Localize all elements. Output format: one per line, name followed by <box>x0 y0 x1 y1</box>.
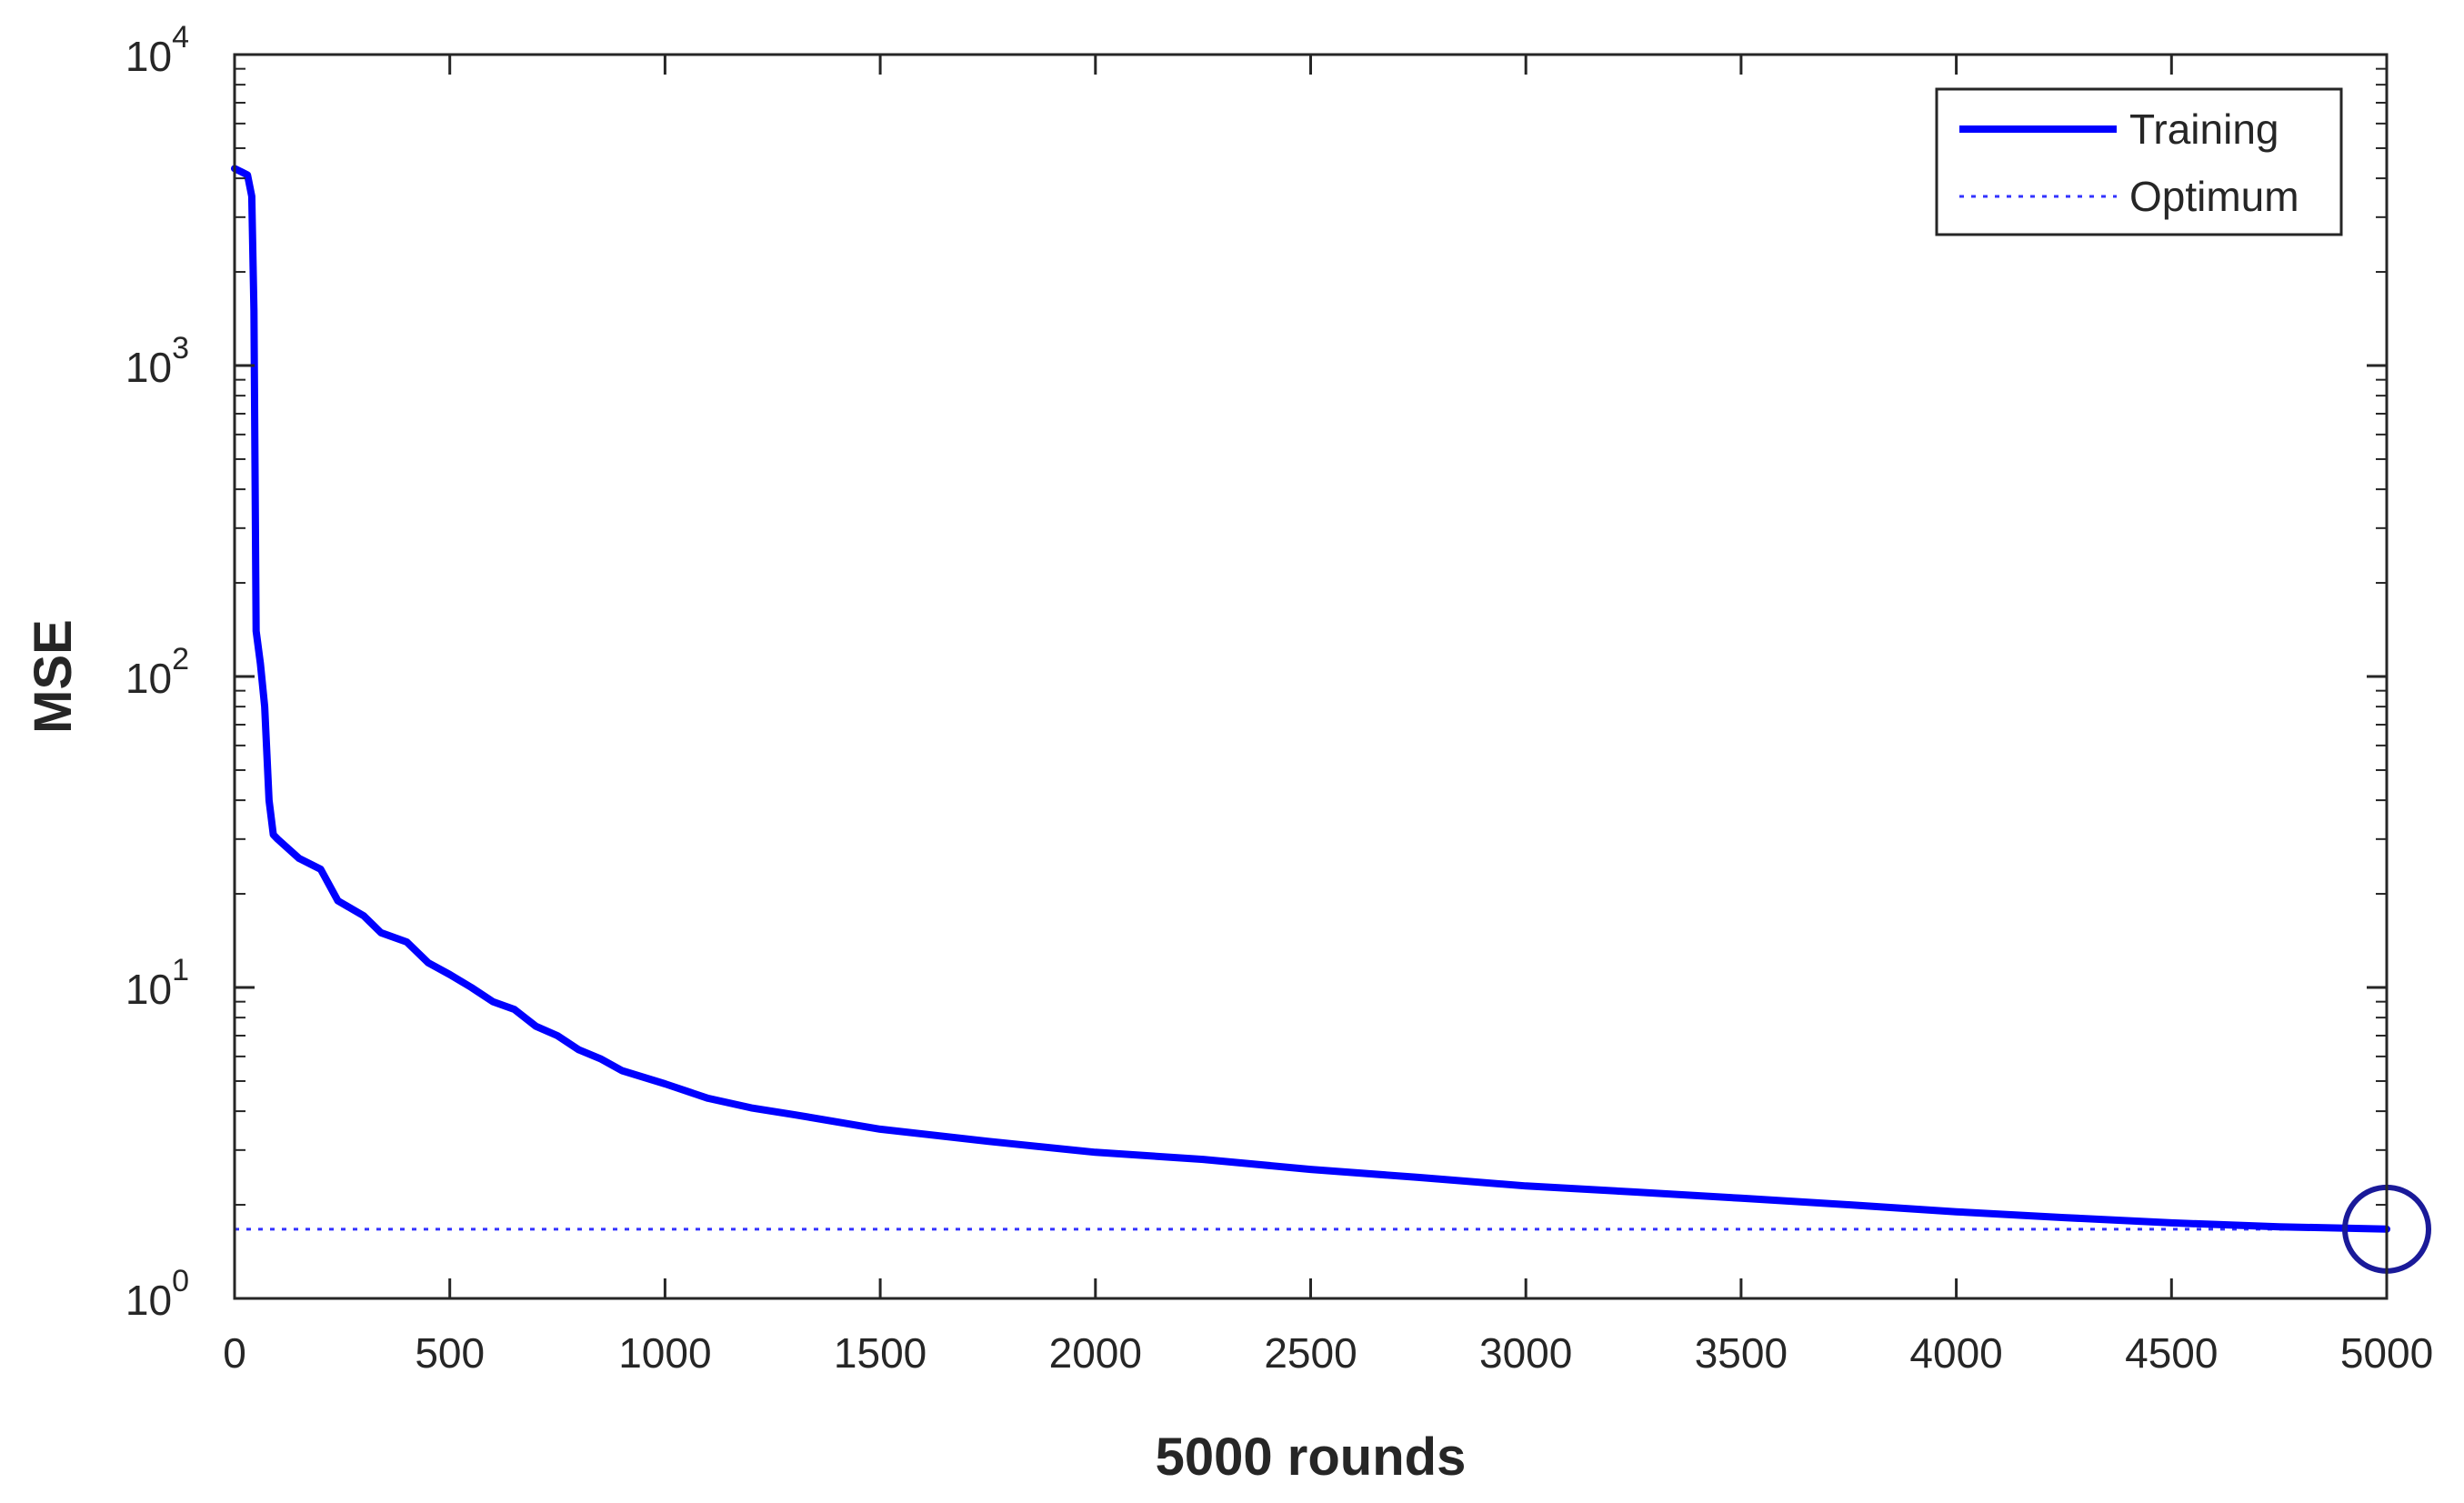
y-tick-label: 103 <box>125 331 189 391</box>
x-tick-label: 5000 <box>2340 1329 2433 1377</box>
y-axis-ticks: 100 101 102 103 104 <box>125 20 2387 1324</box>
legend-box <box>1935 87 2343 236</box>
legend: Training Optimum <box>1935 87 2343 236</box>
x-axis-ticks: 0 500 1000 1500 2000 2500 3000 3500 4000 4500 5000 <box>223 55 2433 1377</box>
x-tick-label: 3500 <box>1695 1329 1788 1377</box>
y-tick-label: 101 <box>125 953 189 1013</box>
x-tick-label: 500 <box>415 1329 485 1377</box>
x-axis-label: 5000 rounds <box>1156 1428 1467 1487</box>
x-tick-label: 4500 <box>2125 1329 2218 1377</box>
x-tick-label: 1000 <box>618 1329 711 1377</box>
x-tick-label: 2000 <box>1049 1329 1142 1377</box>
y-tick-label: 104 <box>125 20 189 80</box>
x-tick-label: 4000 <box>1909 1329 2002 1377</box>
legend-label-training: Training <box>2129 105 2279 153</box>
y-axis-label: MSE <box>24 619 83 734</box>
x-tick-label: 3000 <box>1479 1329 1572 1377</box>
legend-label-optimum: Optimum <box>2129 173 2299 220</box>
y-tick-label: 102 <box>125 642 189 702</box>
x-tick-label: 0 <box>223 1329 246 1377</box>
training-series-line <box>231 165 2390 1233</box>
y-tick-label: 100 <box>125 1264 189 1324</box>
x-tick-label: 2500 <box>1264 1329 1357 1377</box>
x-tick-label: 1500 <box>834 1329 927 1377</box>
